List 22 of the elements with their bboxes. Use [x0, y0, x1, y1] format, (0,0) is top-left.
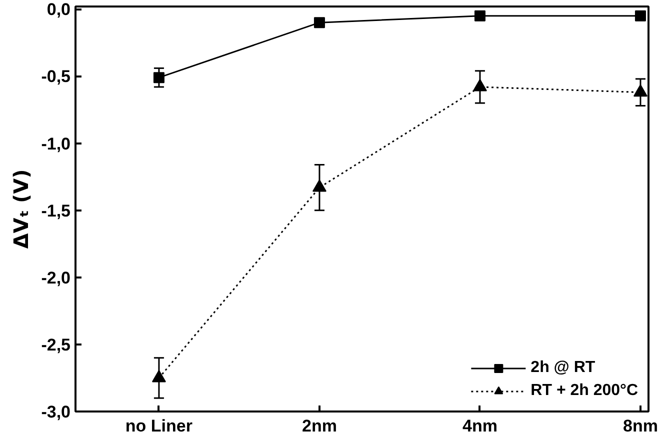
- y-tick-label: -3,0: [41, 402, 71, 422]
- y-axis-title: ΔVₜ (V): [9, 169, 34, 249]
- point: [634, 10, 646, 22]
- legend-label: 2h @ RT: [530, 359, 596, 377]
- point: [152, 370, 166, 382]
- x-tick-label: 4nm: [462, 416, 498, 436]
- point: [312, 180, 326, 192]
- y-tick-label: -0,5: [41, 67, 71, 86]
- x-tick-label: 2nm: [302, 416, 337, 436]
- point: [314, 17, 325, 28]
- y-tick-label: -1,5: [41, 201, 71, 220]
- y-tick-label: -2,5: [41, 335, 71, 354]
- x-tick-label: no Liner: [125, 416, 193, 436]
- point: [633, 84, 648, 97]
- y-tick-label: -2,0: [41, 268, 71, 288]
- point: [474, 10, 486, 22]
- point: [153, 72, 164, 84]
- x-tick-label: 8nm: [622, 416, 658, 436]
- y-tick-label: -1,0: [41, 134, 71, 154]
- legend-label: RT + 2h 200°C: [530, 382, 638, 400]
- y-tick-label: 0,0: [46, 0, 71, 20]
- point: [472, 78, 487, 92]
